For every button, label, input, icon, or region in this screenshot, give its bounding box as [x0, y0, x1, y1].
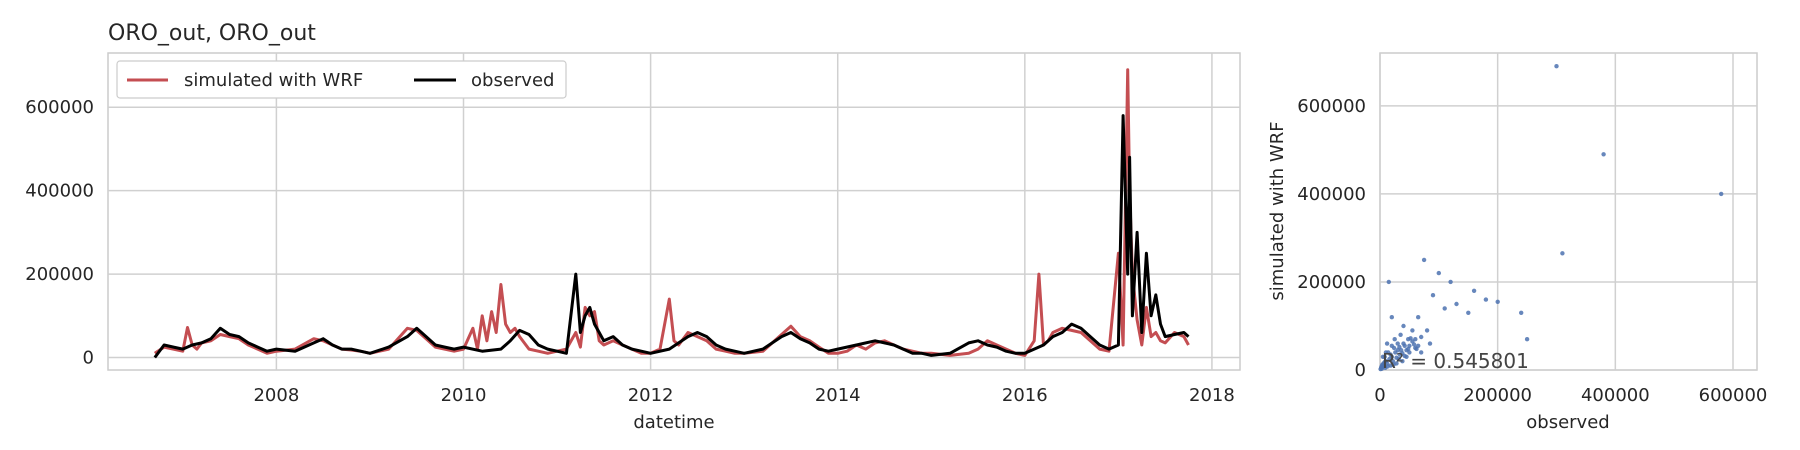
scatter-point	[1483, 297, 1489, 302]
scatter-x-tick-label: 600000	[1699, 385, 1768, 406]
x-tick-label: 2008	[253, 385, 299, 406]
scatter-point	[1398, 332, 1403, 337]
scatter-point	[1400, 359, 1405, 364]
x-tick-label: 2012	[628, 385, 674, 406]
scatter-point	[1495, 299, 1500, 304]
scatter-chart: 0 200000 400000 600000 0200000400000600000 …	[1267, 52, 1767, 433]
scatter-point	[1414, 346, 1419, 352]
scatter-point	[1384, 341, 1390, 346]
x-axis-label: datetime	[633, 412, 714, 433]
y-tick-label: 200000	[25, 264, 94, 285]
scatter-point	[1397, 344, 1402, 350]
scatter-point	[1601, 152, 1606, 157]
scatter-point	[1436, 270, 1442, 276]
y-tick-label: 400000	[25, 181, 94, 202]
scatter-point	[1387, 356, 1392, 362]
scatter-plot-area	[1379, 52, 1758, 371]
scatter-x-tick-label: 200000	[1463, 385, 1532, 406]
chart-title: ORO_out, ORO_out	[108, 21, 316, 46]
legend-box	[116, 60, 567, 99]
timeseries-chart: ORO_out, ORO_out 2008 2010 2012 2014 2016 201…	[25, 21, 1241, 433]
series-line-observed	[153, 114, 1190, 359]
scatter-point	[1380, 354, 1386, 359]
scatter-y-tick-label: 400000	[1297, 184, 1366, 205]
scatter-point	[1402, 353, 1407, 359]
scatter-point	[1448, 279, 1453, 285]
scatter-x-axis-label: observed	[1526, 412, 1609, 433]
scatter-point	[1406, 346, 1411, 352]
scatter-point	[1382, 359, 1387, 365]
scatter-point	[1719, 191, 1724, 197]
scatter-point	[1392, 337, 1397, 342]
scatter-point	[1390, 359, 1396, 364]
x-tick-label: 2010	[441, 385, 487, 406]
plot-area	[107, 52, 1241, 371]
scatter-point	[1411, 342, 1417, 347]
scatter-point	[1560, 251, 1565, 256]
scatter-y-tick-label: 200000	[1297, 272, 1366, 293]
scatter-point	[1430, 293, 1436, 298]
scatter-point	[1379, 363, 1385, 369]
r-squared-annotation: R² = 0.545801	[1382, 349, 1529, 373]
scatter-point	[1454, 301, 1459, 307]
scatter-point	[1424, 328, 1430, 333]
scatter-point	[1519, 310, 1524, 315]
x-tick-label: 2018	[1189, 385, 1235, 406]
scatter-point	[1391, 362, 1396, 367]
scatter-x-tick-label: 0	[1374, 385, 1385, 406]
scatter-point	[1385, 364, 1390, 369]
scatter-point	[1471, 288, 1477, 293]
y-tick-labels: 0 200000 400000 600000	[25, 97, 94, 368]
scatter-y-tick-label: 0	[1355, 360, 1366, 381]
scatter-point	[1416, 315, 1421, 320]
x-tick-labels: 2008 2010 2012 2014 2016 2018	[253, 385, 1234, 406]
scatter-point	[1410, 328, 1415, 333]
scatter-grid	[1379, 53, 1757, 371]
grid	[108, 53, 1240, 370]
legend: simulated with WRF observed	[116, 60, 567, 99]
y-tick-label: 0	[83, 347, 94, 368]
legend-label-observed: observed	[471, 70, 554, 91]
scatter-point	[1386, 279, 1392, 285]
scatter-point	[1401, 341, 1406, 346]
scatter-point	[1419, 334, 1424, 340]
scatter-point	[1554, 63, 1559, 69]
legend-label-simulated: simulated with WRF	[184, 70, 363, 91]
scatter-point	[1388, 352, 1393, 357]
x-tick-label: 2016	[1002, 385, 1048, 406]
scatter-point	[1389, 315, 1395, 320]
scatter-y-tick-labels: 0 200000 400000 600000	[1297, 96, 1366, 381]
scatter-point	[1389, 343, 1395, 348]
scatter-x-tick-labels: 0 200000 400000 600000	[1374, 385, 1767, 406]
scatter-point	[1421, 257, 1427, 263]
scatter-point	[1394, 355, 1399, 360]
scatter-x-tick-label: 400000	[1581, 385, 1650, 406]
series-layer	[153, 68, 1190, 359]
scatter-y-tick-label: 600000	[1297, 96, 1366, 117]
scatter-point	[1383, 350, 1389, 355]
scatter-points	[1378, 63, 1724, 372]
x-tick-label: 2014	[815, 385, 861, 406]
scatter-point	[1466, 310, 1471, 315]
scatter-point	[1408, 336, 1413, 341]
scatter-point	[1442, 306, 1447, 311]
scatter-y-axis-label: simulated with WRF	[1267, 121, 1288, 300]
scatter-point	[1524, 337, 1530, 342]
scatter-point	[1427, 341, 1433, 346]
scatter-point	[1419, 350, 1424, 355]
scatter-point	[1395, 341, 1400, 346]
scatter-point	[1401, 323, 1406, 329]
y-tick-label: 600000	[25, 97, 94, 118]
